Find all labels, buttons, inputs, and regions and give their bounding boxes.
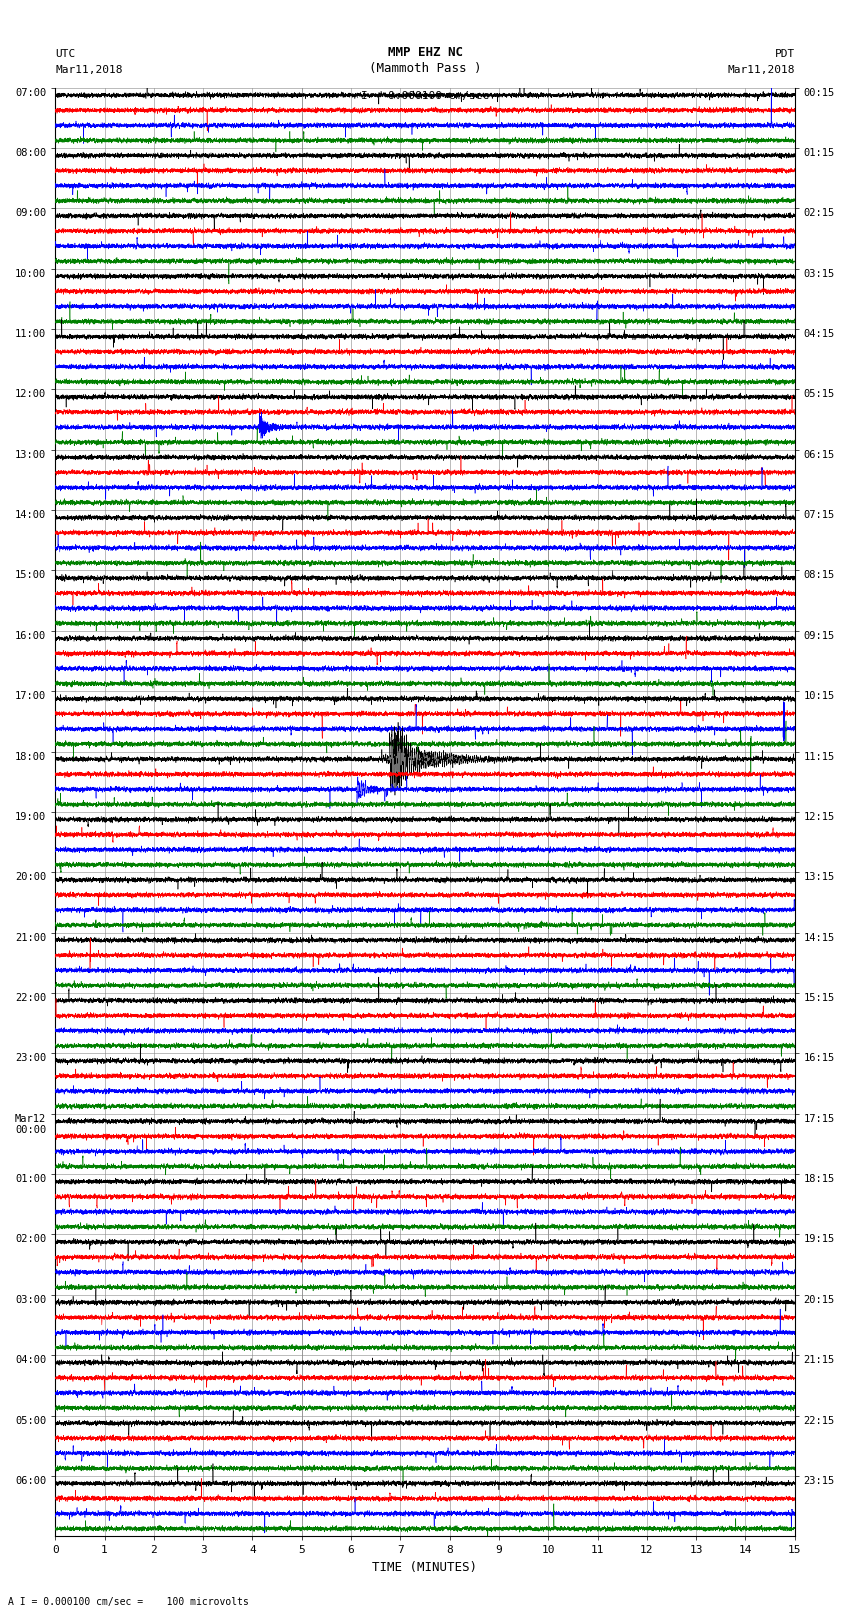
- Text: Mar11,2018: Mar11,2018: [728, 65, 795, 74]
- Text: PDT: PDT: [774, 48, 795, 58]
- Text: A I = 0.000100 cm/sec =    100 microvolts: A I = 0.000100 cm/sec = 100 microvolts: [8, 1597, 249, 1607]
- Text: UTC: UTC: [55, 48, 76, 58]
- Text: MMP EHZ NC: MMP EHZ NC: [388, 45, 462, 58]
- Text: Mar11,2018: Mar11,2018: [55, 65, 122, 74]
- X-axis label: TIME (MINUTES): TIME (MINUTES): [372, 1561, 478, 1574]
- Text: (Mammoth Pass ): (Mammoth Pass ): [369, 61, 481, 74]
- Text: I = 0.000100 cm/sec: I = 0.000100 cm/sec: [361, 90, 489, 100]
